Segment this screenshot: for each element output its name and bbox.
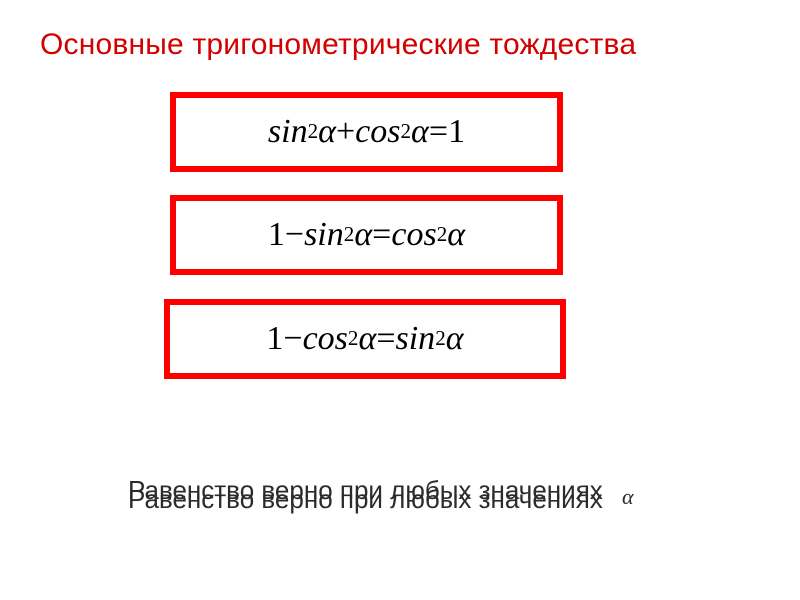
- equals-sign: =: [376, 322, 395, 356]
- number-one: 1: [266, 322, 283, 356]
- exponent: 2: [348, 328, 359, 349]
- equals-sign: =: [372, 218, 391, 252]
- equals-sign: =: [429, 115, 448, 149]
- cos-fn: cos: [355, 115, 400, 149]
- formula-box-1: sin2α + cos2α = 1: [170, 92, 563, 172]
- alpha: α: [354, 218, 372, 252]
- exponent: 2: [344, 224, 355, 245]
- alpha: α: [411, 115, 429, 149]
- exponent: 2: [401, 121, 412, 142]
- sin-fn: sin: [304, 218, 344, 252]
- alpha: α: [318, 115, 336, 149]
- cos-fn: cos: [303, 322, 348, 356]
- alpha: α: [358, 322, 376, 356]
- bottom-caption-2: Равенство верно при любых значениях: [128, 484, 603, 515]
- formula-box-2: 1 − sin2α = cos2α: [170, 195, 563, 275]
- number-one: 1: [268, 218, 285, 252]
- sin-fn: sin: [268, 115, 308, 149]
- alpha: α: [446, 322, 464, 356]
- slide-title: Основные тригонометрические тождества: [40, 28, 636, 62]
- alpha: α: [447, 218, 465, 252]
- exponent: 2: [437, 224, 448, 245]
- formula-box-3: 1 − cos2α = sin2α: [164, 299, 566, 379]
- exponent: 2: [308, 121, 319, 142]
- minus-sign: −: [285, 218, 304, 252]
- plus-sign: +: [336, 115, 355, 149]
- exponent: 2: [435, 328, 446, 349]
- number-one: 1: [448, 115, 465, 149]
- sin-fn: sin: [396, 322, 436, 356]
- bottom-alpha: α: [622, 484, 634, 510]
- cos-fn: cos: [391, 218, 436, 252]
- slide: Основные тригонометрические тождества si…: [0, 0, 800, 600]
- minus-sign: −: [283, 322, 302, 356]
